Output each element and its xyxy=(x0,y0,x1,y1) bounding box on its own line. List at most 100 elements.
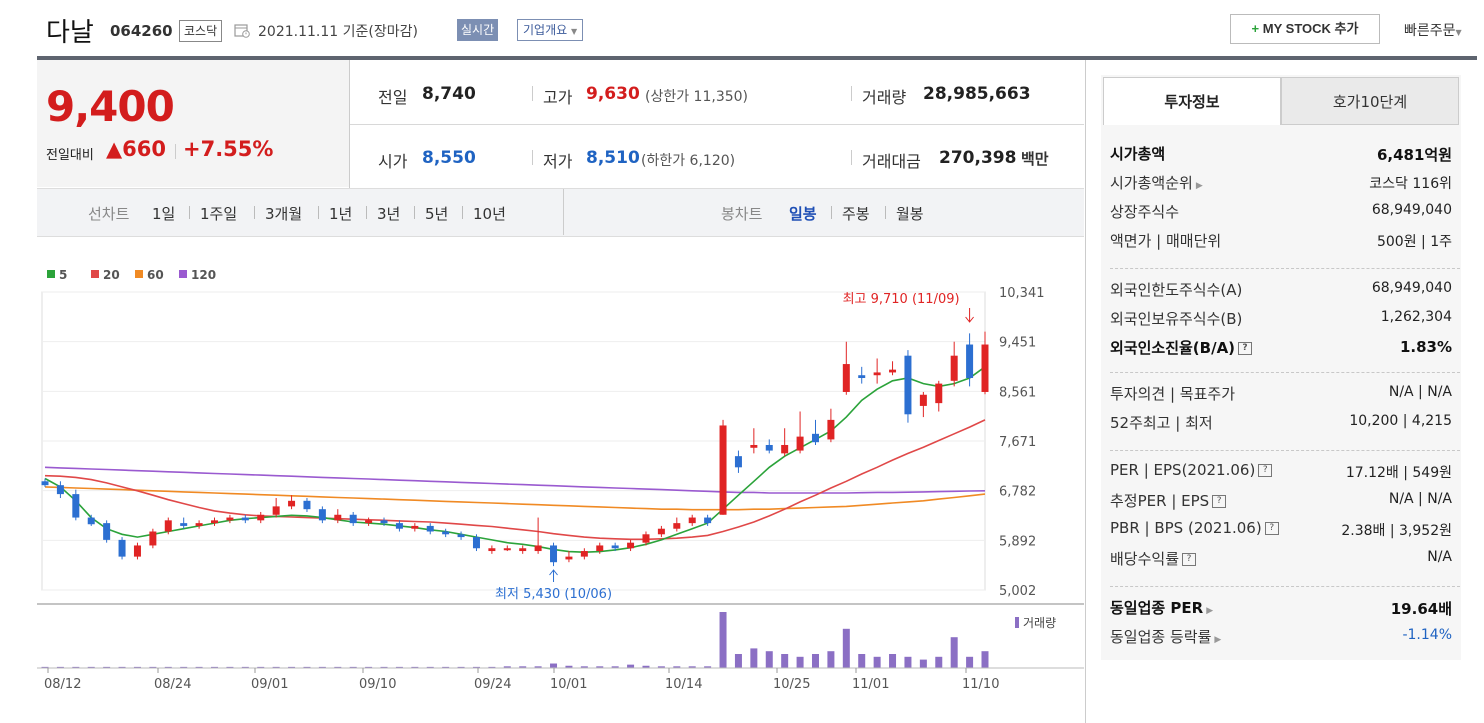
label-text: PBR | BPS (2021.06) xyxy=(1110,519,1262,537)
section-divider xyxy=(1110,268,1460,269)
candle-body xyxy=(734,456,742,468)
volume-bar xyxy=(534,666,542,668)
label-text: PER | EPS(2021.06) xyxy=(1110,461,1256,479)
x-tick-label: 09/10 xyxy=(359,677,396,692)
price-change-pct: +7.55% xyxy=(183,137,274,161)
candle-body xyxy=(935,383,943,404)
low-value: 8,510 xyxy=(586,148,640,168)
section-divider xyxy=(1110,586,1460,587)
tab-orderbook[interactable]: 호가10단계 xyxy=(1281,77,1459,125)
info-row-label: 외국인한도주식수(A) xyxy=(1110,279,1242,300)
realtime-button[interactable]: 실시간 xyxy=(457,19,499,41)
divider xyxy=(563,189,564,235)
info-row-label[interactable]: 동일업종 등락률 ▶ xyxy=(1110,626,1221,647)
candle-body xyxy=(673,523,681,529)
label-text: 외국인보유주식수(B) xyxy=(1110,310,1243,328)
tab-invest-info[interactable]: 투자정보 xyxy=(1103,77,1281,125)
ma120-line xyxy=(44,466,986,494)
tab-1w[interactable]: 1주일 xyxy=(200,205,238,223)
open-label: 시가 xyxy=(378,152,408,171)
info-row-label[interactable]: 동일업종 PER ▶ xyxy=(1110,597,1213,618)
candle-body xyxy=(904,355,912,415)
tab-1y[interactable]: 1년 xyxy=(329,205,353,223)
info-row-value: 10,200 | 4,215 xyxy=(1349,413,1452,429)
tab-weekly[interactable]: 주봉 xyxy=(842,205,870,223)
candle-body xyxy=(811,433,819,443)
candle-body xyxy=(349,514,357,524)
price-box xyxy=(37,60,349,187)
ma-legend-label: 120 xyxy=(191,268,216,282)
y-tick-label: 7,671 xyxy=(999,435,1036,450)
info-row-label: 시가총액 xyxy=(1110,143,1165,164)
help-icon[interactable]: ? xyxy=(1238,342,1253,355)
volume-bar xyxy=(688,666,696,668)
stock-name: 다날 xyxy=(46,18,94,48)
volume-bar xyxy=(488,666,496,668)
candle-body xyxy=(781,444,789,454)
volume-bar xyxy=(149,666,157,668)
volume-bar xyxy=(719,612,727,668)
volume-label: 거래량 xyxy=(862,88,907,107)
candle-body xyxy=(919,394,927,406)
divider xyxy=(366,206,367,219)
candle-body xyxy=(334,514,342,521)
quick-order-dropdown[interactable]: 빠른주문▼ xyxy=(1404,20,1462,40)
candle-body xyxy=(41,481,49,486)
label-text: 외국인소진율(B/A) xyxy=(1110,339,1236,357)
candle-body xyxy=(226,517,234,521)
amount-unit: 백만 xyxy=(1021,150,1049,168)
volume-bar xyxy=(257,666,265,668)
tab-5y[interactable]: 5년 xyxy=(425,205,449,223)
volume-bar xyxy=(904,656,912,668)
y-tick-label: 9,451 xyxy=(999,336,1036,351)
info-row-label: PER | EPS(2021.06)? xyxy=(1110,461,1273,479)
tab-daily[interactable]: 일봉 xyxy=(789,205,817,223)
volume-bar xyxy=(72,666,80,668)
volume-bar xyxy=(411,666,419,668)
info-row-value: 코스닥 116위 xyxy=(1369,176,1452,192)
mystock-add-button[interactable]: + MY STOCK 추가 xyxy=(1230,14,1380,44)
candle-body xyxy=(503,548,511,551)
tab-10y[interactable]: 10년 xyxy=(473,205,506,223)
info-row-value: 1,262,304 xyxy=(1380,309,1452,325)
volume-legend-label: 거래량 xyxy=(1023,616,1056,630)
arrow-down-icon xyxy=(965,308,974,323)
volume-bar xyxy=(627,664,635,668)
lower-limit: (하한가 6,120) xyxy=(641,153,736,169)
volume-bar xyxy=(580,666,588,668)
info-row-label[interactable]: 시가총액순위 ▶ xyxy=(1110,172,1203,193)
tab-3y[interactable]: 3년 xyxy=(377,205,401,223)
candle-body xyxy=(950,355,958,381)
candle-body xyxy=(842,364,850,392)
candle-body xyxy=(133,545,141,557)
divider xyxy=(851,86,852,101)
help-icon[interactable]: ? xyxy=(1264,522,1279,535)
candle-body xyxy=(596,545,604,552)
divider xyxy=(189,206,190,219)
base-date: 2021.11.11 기준(장마감) xyxy=(258,24,418,40)
label-text: 52주최고 | 최저 xyxy=(1110,414,1213,432)
ma-legend-label: 20 xyxy=(103,268,120,282)
volume-value: 28,985,663 xyxy=(923,84,1031,104)
volume-bar xyxy=(41,666,49,668)
candle-body xyxy=(395,523,403,529)
ma-legend-label: 60 xyxy=(147,268,164,282)
info-row-label: 액면가 | 매매단위 xyxy=(1110,230,1221,251)
tab-1d[interactable]: 1일 xyxy=(152,205,176,223)
volume-bar xyxy=(873,656,881,668)
volume-bar xyxy=(596,666,604,668)
price-chart[interactable]: 10,341 9,451 8,561 7,671 6,782 5,892 5,002 5 20 6… xyxy=(37,236,1084,723)
tab-3m[interactable]: 3개월 xyxy=(265,205,303,223)
help-icon[interactable]: ? xyxy=(1258,464,1273,477)
candle-body xyxy=(272,506,280,515)
volume-bar xyxy=(118,666,126,668)
help-icon[interactable]: ? xyxy=(1212,495,1227,508)
prev-close-label: 전일 xyxy=(378,88,408,107)
tab-monthly[interactable]: 월봉 xyxy=(896,205,924,223)
x-tick-label: 10/14 xyxy=(665,677,702,692)
company-info-dropdown[interactable]: 기업개요 ▼ xyxy=(517,19,584,41)
volume-bar xyxy=(889,654,897,668)
help-icon[interactable]: ? xyxy=(1182,553,1197,566)
divider xyxy=(414,206,415,219)
label-text: 배당수익률 xyxy=(1110,550,1180,568)
